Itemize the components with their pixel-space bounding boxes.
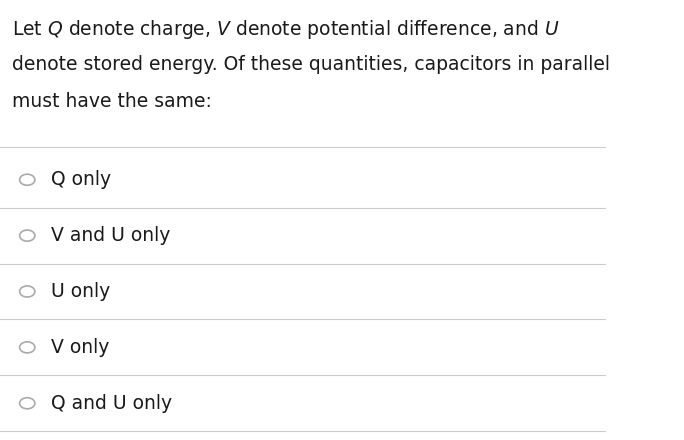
Text: V only: V only [51,338,110,357]
Text: Q and U only: Q and U only [51,394,172,413]
Text: U only: U only [51,282,111,301]
Text: Q only: Q only [51,170,111,189]
Text: denote stored energy. Of these quantities, capacitors in parallel: denote stored energy. Of these quantitie… [12,55,610,74]
Text: Let $Q$ denote charge, $V$ denote potential difference, and $U$: Let $Q$ denote charge, $V$ denote potent… [12,18,560,40]
Text: V and U only: V and U only [51,226,171,245]
Text: must have the same:: must have the same: [12,92,212,111]
